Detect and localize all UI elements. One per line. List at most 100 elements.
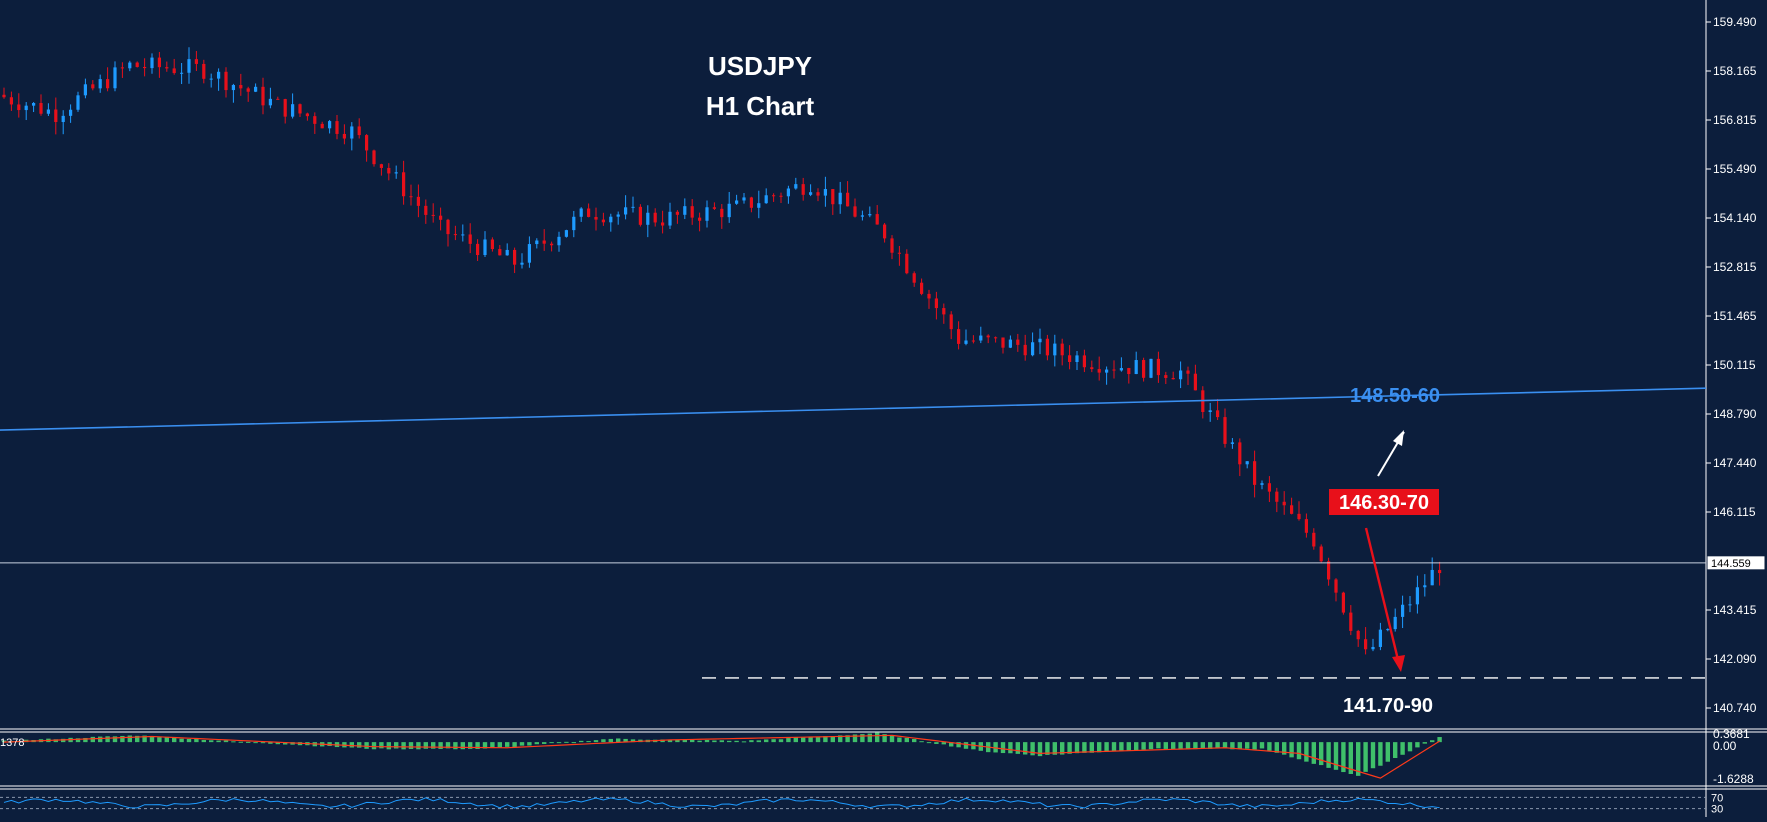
candle-body xyxy=(1260,483,1264,485)
resistance-label: 148.50-60 xyxy=(1350,385,1440,407)
macd-histogram-bar xyxy=(1282,742,1287,755)
candle-body xyxy=(32,103,36,106)
candle-body xyxy=(1045,338,1049,356)
macd-histogram-bar xyxy=(1304,742,1309,762)
candle-body xyxy=(1423,585,1427,588)
candle-body xyxy=(971,340,975,342)
candle-body xyxy=(1134,360,1138,375)
candle-body xyxy=(505,249,509,256)
candle-body xyxy=(1156,358,1160,376)
price-tick-label: 140.740 xyxy=(1713,701,1757,715)
macd-histogram-bar xyxy=(105,736,110,743)
macd-histogram-bar xyxy=(1208,742,1213,749)
candle-body xyxy=(106,79,110,89)
candle-body xyxy=(402,172,406,197)
macd-histogram-bar xyxy=(1237,742,1242,749)
candle-body xyxy=(653,212,657,223)
candle-body xyxy=(1112,369,1116,371)
candle-body xyxy=(675,211,679,215)
candle-body xyxy=(1245,461,1249,465)
candle-body xyxy=(705,207,709,221)
macd-histogram-bar xyxy=(823,736,828,743)
candle-body xyxy=(564,230,568,237)
macd-histogram-bar xyxy=(75,738,81,743)
macd-histogram-bar xyxy=(845,735,850,743)
macd-histogram-bar xyxy=(1311,742,1316,764)
candle-body xyxy=(1430,569,1434,586)
candle-body xyxy=(379,164,383,168)
macd-histogram-bar xyxy=(1415,742,1420,748)
candle-body xyxy=(439,215,443,220)
candle-body xyxy=(661,222,665,226)
candle-body xyxy=(231,85,235,91)
candle-body xyxy=(1334,579,1338,593)
chart-title: USDJPY xyxy=(708,51,812,81)
macd-histogram-bar xyxy=(475,742,480,749)
macd-histogram-bar xyxy=(1067,742,1072,754)
macd-histogram-bar xyxy=(142,735,147,743)
current-price-label: 144.559 xyxy=(1711,558,1751,570)
macd-histogram-bar xyxy=(1141,742,1146,750)
price-tick-label: 146.115 xyxy=(1713,505,1756,519)
candle-body xyxy=(527,244,531,263)
macd-histogram-bar xyxy=(727,740,732,743)
macd-histogram-bar xyxy=(786,738,791,743)
macd-histogram-bar xyxy=(164,736,169,743)
macd-histogram-bar xyxy=(1385,742,1390,762)
macd-histogram-bar xyxy=(904,737,909,743)
candle-body xyxy=(631,206,635,208)
candle-body xyxy=(320,123,324,129)
macd-histogram-bar xyxy=(371,742,377,750)
candle-body xyxy=(1401,604,1405,617)
candle-body xyxy=(113,67,117,89)
candle-body xyxy=(1082,355,1086,368)
macd-histogram-bar xyxy=(778,739,784,743)
rsi-tick-label: 30 xyxy=(1711,804,1723,816)
macd-histogram-bar xyxy=(1082,742,1087,753)
macd-histogram-bar xyxy=(275,742,280,745)
macd-histogram-bar xyxy=(127,735,132,743)
candle-body xyxy=(476,243,480,256)
macd-histogram-bar xyxy=(1126,742,1131,751)
macd-histogram-bar xyxy=(934,742,939,744)
macd-histogram-bar xyxy=(423,742,428,749)
macd-histogram-bar xyxy=(1393,742,1398,759)
macd-histogram-bar xyxy=(1274,742,1279,753)
candle-body xyxy=(246,88,250,92)
macd-histogram-bar xyxy=(283,742,288,745)
candle-body xyxy=(483,239,487,256)
macd-histogram-bar xyxy=(453,742,458,750)
candle-body xyxy=(557,236,561,246)
candle-body xyxy=(150,57,154,69)
candle-body xyxy=(912,273,916,283)
candle-body xyxy=(76,95,80,110)
price-tick-label: 159.490 xyxy=(1713,15,1757,29)
macd-histogram-bar xyxy=(497,742,502,748)
candle-body xyxy=(1031,342,1035,356)
macd-tick-label: -1.6288 xyxy=(1713,772,1754,786)
candle-body xyxy=(91,84,95,89)
macd-histogram-bar xyxy=(801,737,806,743)
macd-histogram-bar xyxy=(490,742,495,748)
candle-body xyxy=(1060,343,1064,356)
macd-histogram-bar xyxy=(379,742,384,749)
candle-body xyxy=(165,67,169,69)
pivot-label-box xyxy=(1329,489,1439,515)
down-arrow-icon xyxy=(1364,527,1405,672)
candle-body xyxy=(594,216,598,220)
candle-body xyxy=(542,240,546,244)
candle-body xyxy=(513,249,517,265)
macd-histogram-bar xyxy=(808,736,813,743)
rsi-line xyxy=(3,797,1440,809)
candle-body xyxy=(335,121,339,134)
chart-subtitle: H1 Chart xyxy=(706,91,815,121)
macd-histogram-bar xyxy=(882,734,887,743)
candle-body xyxy=(601,219,605,223)
candle-body xyxy=(1053,343,1057,356)
candle-body xyxy=(83,84,87,96)
macd-histogram-bar xyxy=(149,736,155,743)
candle-body xyxy=(1282,501,1286,506)
macd-histogram-bar xyxy=(135,735,140,743)
